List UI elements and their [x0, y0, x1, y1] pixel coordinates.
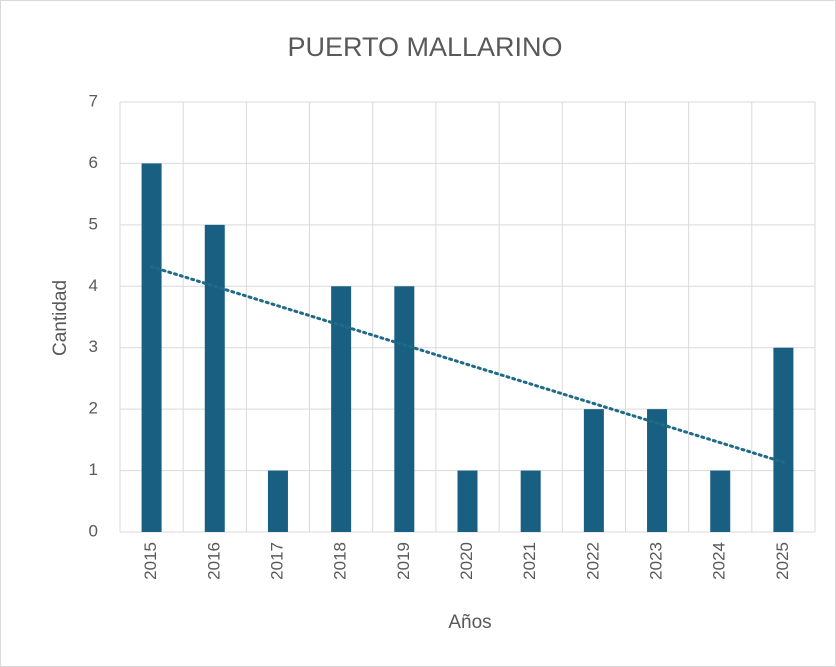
- y-tick-label: 1: [89, 460, 98, 479]
- x-tick-label: 2020: [457, 542, 476, 580]
- y-tick-label: 7: [89, 91, 98, 110]
- x-tick-label: 2018: [331, 542, 350, 580]
- trendline: [150, 265, 785, 464]
- x-tick-label: 2017: [267, 542, 286, 580]
- y-axis-label: Cantidad: [50, 280, 71, 356]
- y-tick-label: 0: [89, 521, 98, 540]
- bar: [394, 286, 415, 532]
- bar: [583, 409, 604, 532]
- bar: [647, 409, 668, 532]
- y-tick-label: 2: [89, 399, 98, 418]
- y-tick-label: 5: [89, 214, 98, 233]
- bar: [267, 470, 288, 532]
- x-tick-label: 2023: [647, 542, 666, 580]
- bar: [773, 347, 794, 532]
- bar: [710, 470, 731, 532]
- bar: [520, 470, 541, 532]
- x-tick-label: 2021: [520, 542, 539, 580]
- bar: [331, 286, 352, 532]
- x-tick-label: 2022: [583, 542, 602, 580]
- x-tick-label: 2015: [141, 542, 160, 580]
- x-tick-label: 2025: [773, 542, 792, 580]
- y-tick-label: 3: [89, 337, 98, 356]
- y-tick-label: 6: [89, 153, 98, 172]
- y-tick-label: 4: [89, 276, 98, 295]
- bar: [141, 163, 162, 532]
- bar: [204, 224, 225, 532]
- chart-title: PUERTO MALLARINO: [287, 32, 562, 62]
- x-tick-label: 2019: [394, 542, 413, 580]
- x-tick-label: 2024: [710, 542, 729, 580]
- bar: [457, 470, 478, 532]
- x-axis-label: Años: [448, 612, 491, 633]
- x-tick-label: 2016: [204, 542, 223, 580]
